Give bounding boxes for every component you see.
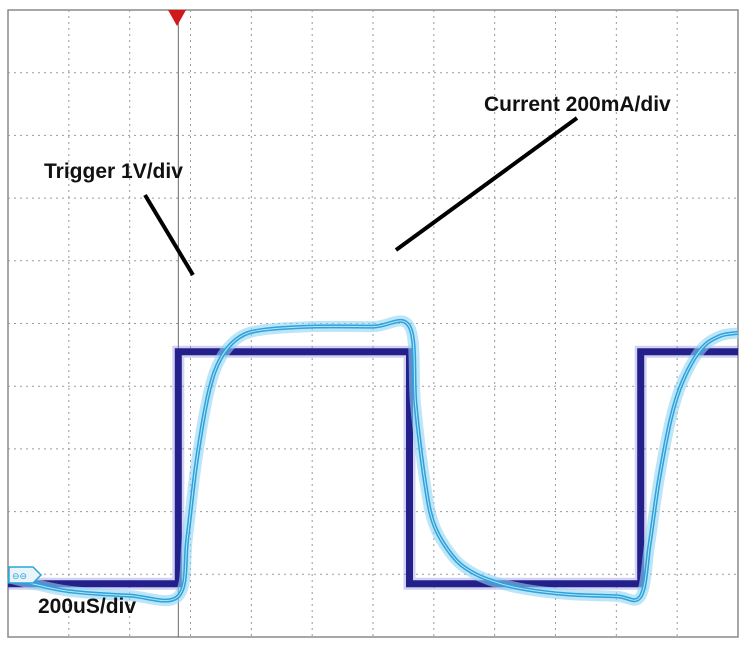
current-callout-line [394,116,579,252]
current-200ma-div-trace-highlight [7,320,739,602]
svg-text:⊖⊖: ⊖⊖ [12,572,27,582]
trigger-1v-div-trace [8,348,738,588]
ground-reference-marker-icon: ⊖⊖ [8,566,43,584]
current-annotation: Current 200mA/div [484,93,671,116]
waveform-traces [6,315,739,607]
trigger-callout-line [143,193,195,277]
graticule [8,10,738,637]
time-scale-label: 200uS/div [38,595,136,618]
trigger-annotation: Trigger 1V/div [44,160,183,183]
trigger-marker-icon [168,10,186,26]
